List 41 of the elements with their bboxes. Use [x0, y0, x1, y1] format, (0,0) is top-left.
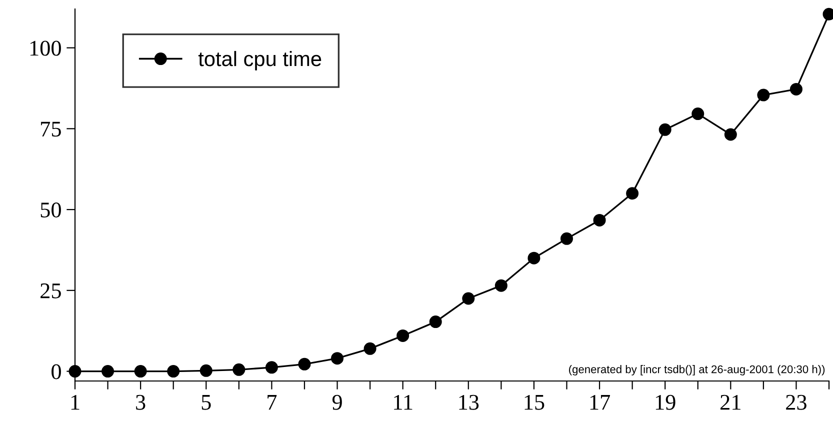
point [134, 365, 147, 378]
annotation: (generated by [incr tsdb()] at 26-aug-2001 (20:30 h)) [569, 365, 825, 376]
x-tick-label: 1 [71, 394, 80, 410]
x-tick-label: 19 [656, 394, 676, 410]
point [265, 361, 278, 374]
point [331, 352, 344, 365]
x-tick-label: 23 [786, 394, 806, 410]
point [790, 82, 802, 96]
point [658, 123, 672, 136]
point [692, 108, 704, 120]
x-tick-label: 3 [136, 394, 146, 410]
point [757, 88, 770, 102]
x-tick-label: 7 [268, 395, 277, 410]
point [724, 128, 737, 141]
x-tick-label: 11 [394, 394, 412, 410]
point [593, 214, 606, 226]
point [528, 252, 540, 264]
x-tick-label: 21 [720, 394, 740, 410]
legend-label: total cpu time [198, 50, 322, 70]
point [429, 316, 442, 328]
y-tick-label: 100 [30, 40, 61, 56]
x-tick-label: 13 [459, 394, 479, 410]
point [560, 232, 573, 245]
point [462, 292, 475, 305]
x-tick-label: 9 [332, 394, 342, 410]
point [494, 279, 508, 292]
point [102, 365, 114, 378]
y-tick-label: 0 [52, 364, 61, 380]
point [626, 187, 639, 200]
point [364, 342, 376, 355]
y-tick-label: 50 [40, 202, 61, 218]
point [298, 358, 311, 370]
x-tick-label: 5 [202, 395, 211, 410]
point [396, 329, 410, 342]
x-tick-label: 17 [590, 394, 610, 410]
point [200, 364, 212, 377]
x-tick-label: 15 [524, 394, 544, 410]
y-tick-label: 75 [41, 122, 61, 137]
y-tick-label: 25 [40, 283, 61, 298]
point [232, 363, 246, 376]
point [167, 365, 180, 378]
